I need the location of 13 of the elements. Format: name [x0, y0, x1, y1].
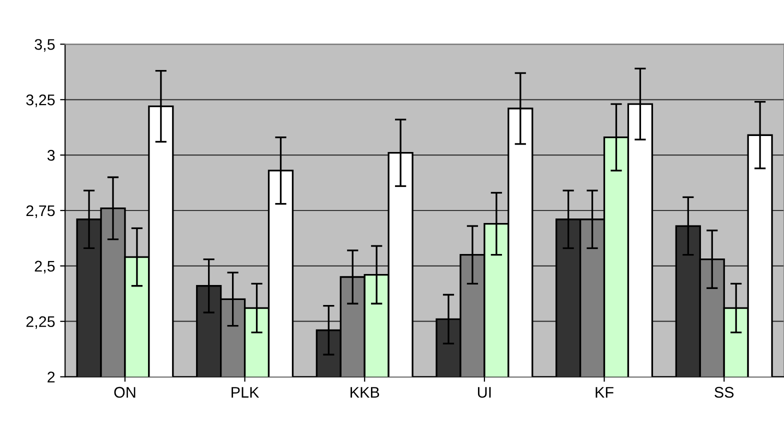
x-tick-label: ON	[114, 386, 136, 398]
x-tick-label: KF	[596, 387, 614, 398]
y-tick-label: 2,75	[26, 205, 55, 218]
y-tick-label: 3,5	[34, 39, 55, 52]
y-tick-label: 2,25	[26, 316, 55, 329]
x-tick-label: KKB	[350, 387, 380, 398]
x-tick-label: UI	[478, 387, 491, 398]
y-tick-label: 3	[47, 150, 55, 161]
y-tick-label: 3,25	[26, 94, 55, 108]
x-tick-label: SS	[714, 386, 734, 398]
y-tick-label: 2	[48, 372, 55, 382]
y-tick-label: 2,5	[34, 260, 55, 274]
x-tick-label: PLK	[232, 387, 260, 398]
